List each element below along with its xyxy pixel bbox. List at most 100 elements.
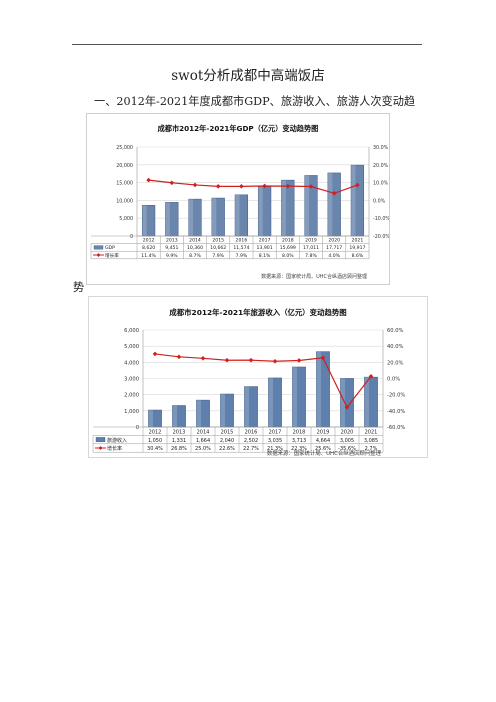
header-rule xyxy=(72,44,422,45)
bar-value-label: 3,035 xyxy=(268,438,282,444)
x-tick-label: 2012 xyxy=(149,429,162,435)
growth-point xyxy=(192,182,198,188)
legend-line-label: 增长率 xyxy=(105,252,119,259)
gdp-chart: 成都市2012年-2021年GDP（亿元）变动趋势图 0 5,000 10,000 15… xyxy=(86,113,390,285)
x-tick-label: 2021 xyxy=(352,238,364,244)
source-note: 数据来源：国家统计局、UHC合纵酒店顾问整理 xyxy=(267,449,382,457)
y2-tick-label: 40.0% xyxy=(387,344,404,350)
growth-value-label: 22.6% xyxy=(219,446,235,452)
y2-tick-label: -60.0% xyxy=(387,425,405,431)
x-tick-label: 2012 xyxy=(143,238,155,244)
growth-value-label: 25.0% xyxy=(195,446,211,452)
tourism-revenue-chart: 成都市2012年-2021年旅游收入（亿元）变动趋势图 0 1,000 2,000 3,… xyxy=(88,296,428,458)
bar-value-label: 2,040 xyxy=(220,438,234,444)
legend-line-marker xyxy=(96,253,101,257)
bar-highlight xyxy=(165,202,170,236)
bar-highlight xyxy=(268,377,274,427)
growth-value-label: 11.4% xyxy=(141,253,156,259)
x-tick-label: 2017 xyxy=(269,429,282,435)
bar-highlight xyxy=(244,386,250,427)
chart-title: 成都市2012年-2021年旅游收入（亿元）变动趋势图 xyxy=(169,308,346,317)
growth-point xyxy=(152,351,158,357)
bar-highlight xyxy=(196,400,202,427)
y2-tick-label: -20.0% xyxy=(387,393,405,399)
growth-value-label: 2.7% xyxy=(365,446,378,452)
legend-bar-swatch xyxy=(95,437,106,442)
growth-value-label: 7.8% xyxy=(305,253,317,259)
bar-value-label: 1,331 xyxy=(172,438,186,444)
growth-point xyxy=(248,357,254,363)
y-tick-label: 4,000 xyxy=(124,360,139,366)
growth-value-label: 22.3% xyxy=(291,446,307,452)
bar-value-label: 10,360 xyxy=(187,245,203,251)
bar-highlight xyxy=(292,366,298,427)
y-tick-label: 3,000 xyxy=(124,377,139,383)
growth-point xyxy=(262,183,267,189)
growth-value-label: 8.0% xyxy=(282,253,294,259)
bar-highlight xyxy=(142,205,147,236)
legend-line-marker xyxy=(98,446,103,450)
y-tick-label: 20,000 xyxy=(116,163,133,169)
bar-highlight xyxy=(327,172,333,236)
chart-title: 成都市2012年-2021年GDP（亿元）变动趋势图 xyxy=(158,124,319,133)
growth-point xyxy=(368,374,374,379)
growth-point xyxy=(200,355,206,361)
bar-highlight xyxy=(211,198,217,236)
bar-highlight xyxy=(351,165,356,236)
y-tick-label: 0 xyxy=(130,234,133,240)
y2-tick-label: 20.0% xyxy=(373,163,389,169)
x-tick-label: 2018 xyxy=(282,238,294,244)
bar-value-label: 2,502 xyxy=(244,438,258,444)
growth-value-label: 8.1% xyxy=(259,253,271,259)
bar-value-label: 17,011 xyxy=(303,245,319,251)
bar-value-label: 13,901 xyxy=(257,245,273,251)
bar-highlight xyxy=(148,410,154,427)
y-tick-label: 15,000 xyxy=(116,181,133,187)
source-note: 数据来源：国家统计局、UHC合纵酒店顾问整理 xyxy=(261,273,367,280)
bar-highlight xyxy=(220,394,226,427)
bar-highlight xyxy=(340,378,346,427)
growth-point xyxy=(331,190,337,196)
section-heading: 一、2012年-2021年度成都市GDP、旅游收入、旅游人次变动趋 xyxy=(94,95,416,108)
bar-highlight xyxy=(235,194,240,236)
y-tick-label: 25,000 xyxy=(116,145,133,151)
growth-value-label: 30.4% xyxy=(147,446,163,452)
growth-value-label: 9.9% xyxy=(166,253,178,259)
bar-highlight xyxy=(172,405,178,427)
growth-point xyxy=(320,355,326,361)
y2-tick-label: -20.0% xyxy=(373,234,389,240)
gdp-chart-svg: 成都市2012年-2021年GDP（亿元）变动趋势图 0 5,000 10,000 15… xyxy=(90,124,390,280)
growth-line xyxy=(148,179,358,194)
bar-highlight xyxy=(316,351,322,427)
y-tick-label: 2,000 xyxy=(124,393,139,399)
document-title: swot分析成都中高端饭店 xyxy=(171,68,325,84)
bar-value-label: 17,717 xyxy=(326,245,342,251)
bar-highlight xyxy=(304,175,310,236)
growth-point xyxy=(224,357,230,363)
x-tick-label: 2014 xyxy=(189,238,201,244)
y2-tick-label: 0.0% xyxy=(387,377,400,383)
growth-point xyxy=(146,177,151,183)
growth-value-label: 21.3% xyxy=(267,446,283,452)
growth-value-label: 8.6% xyxy=(352,253,364,259)
x-tick-label: 2015 xyxy=(212,238,224,244)
y-tick-label: 5,000 xyxy=(119,216,133,222)
growth-point xyxy=(169,180,175,186)
bar-value-label: 1,050 xyxy=(148,438,162,444)
growth-value-label: 26.8% xyxy=(171,446,187,452)
bar-highlight xyxy=(188,199,194,236)
x-tick-label: 2021 xyxy=(365,429,378,435)
x-tick-label: 2017 xyxy=(259,238,271,244)
y2-tick-label: 60.0% xyxy=(387,328,404,334)
x-tick-label: 2013 xyxy=(173,429,186,435)
section-heading-wrap: 势 xyxy=(73,281,85,294)
x-tick-label: 2016 xyxy=(245,429,258,435)
growth-point xyxy=(239,184,244,189)
y-tick-label: 0 xyxy=(136,425,139,431)
bar-highlight xyxy=(258,186,263,236)
bar-value-label: 19,917 xyxy=(349,245,365,251)
y2-tick-label: -40.0% xyxy=(387,409,405,415)
growth-value-label: 25.6% xyxy=(315,446,331,452)
y2-tick-label: 20.0% xyxy=(387,360,404,366)
growth-point xyxy=(176,354,182,360)
